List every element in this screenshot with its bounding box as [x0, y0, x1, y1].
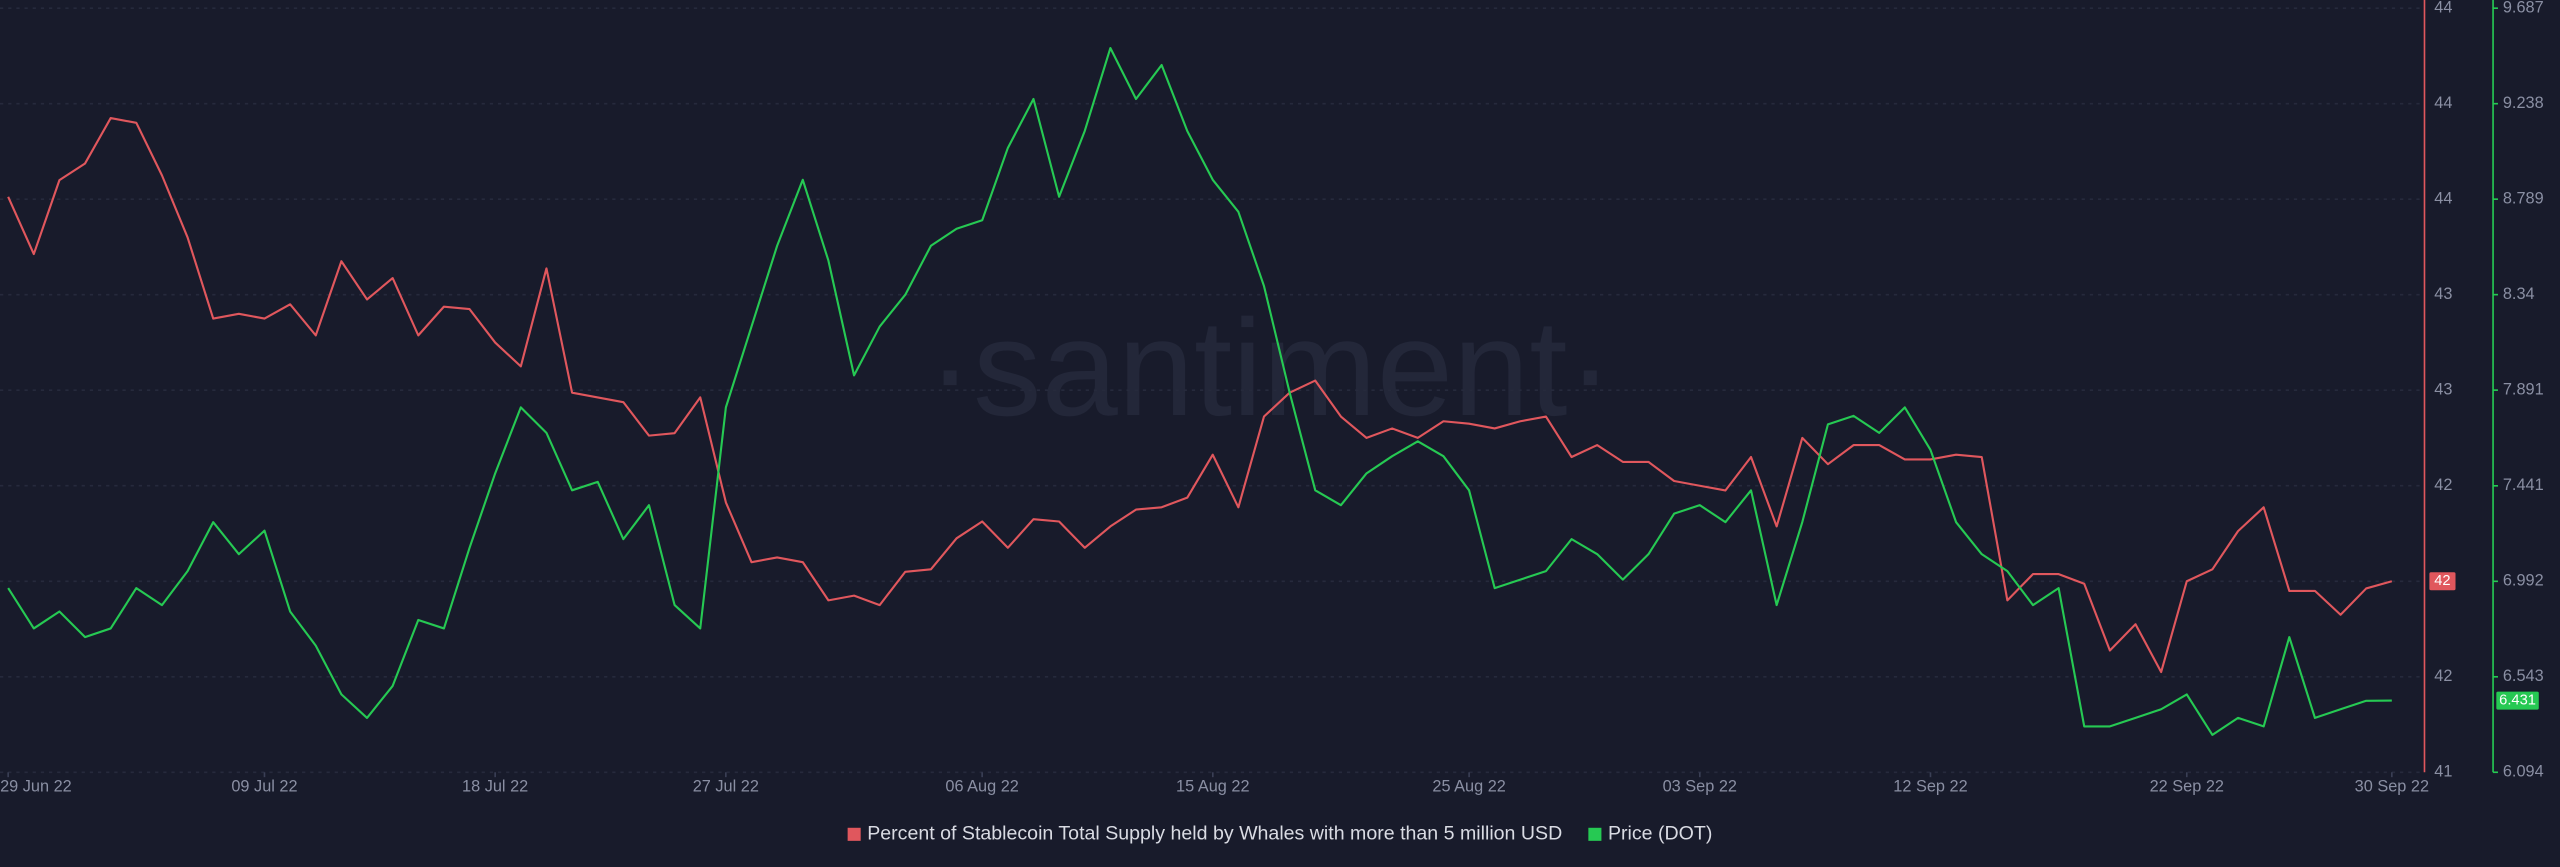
y2-tick-label: 6.543 — [2503, 667, 2544, 685]
y-tick-label: 43 — [2434, 285, 2452, 303]
y2-tick-label: 9.687 — [2503, 0, 2544, 17]
y-tick-label: 42 — [2434, 476, 2452, 494]
x-tick-label: 22 Sep 22 — [2150, 777, 2224, 795]
x-tick-label: 12 Sep 22 — [1893, 777, 1967, 795]
y2-tick-label: 7.891 — [2503, 380, 2544, 398]
legend-label: Percent of Stablecoin Total Supply held … — [867, 822, 1562, 844]
current-value-label: 42 — [2434, 573, 2450, 589]
x-tick-label: 03 Sep 22 — [1663, 777, 1737, 795]
y2-tick-label: 7.441 — [2503, 476, 2544, 494]
x-tick-label: 25 Aug 22 — [1432, 777, 1505, 795]
y2-tick-label: 9.238 — [2503, 94, 2544, 112]
y-tick-label: 44 — [2434, 94, 2452, 112]
series-line — [7, 46, 2392, 736]
watermark: ·santiment· — [927, 292, 1613, 445]
x-tick-label: 30 Sep 22 — [2355, 777, 2429, 795]
x-tick-label: 09 Jul 22 — [231, 777, 297, 795]
series-line — [7, 117, 2393, 674]
legend-label: Price (DOT) — [1608, 822, 1712, 844]
y-tick-label: 42 — [2434, 667, 2452, 685]
legend: Percent of Stablecoin Total Supply held … — [847, 822, 1712, 844]
y-tick-label: 44 — [2434, 190, 2452, 208]
x-tick-label: 06 Aug 22 — [945, 777, 1018, 795]
y-tick-label: 41 — [2434, 763, 2452, 781]
y2-tick-label: 8.789 — [2503, 189, 2544, 207]
y-tick-label: 43 — [2434, 381, 2452, 399]
y2-tick-label: 6.992 — [2503, 572, 2544, 590]
current-value-badge — [2429, 572, 2456, 591]
current-value-badge — [2496, 691, 2539, 710]
y2-tick-label: 6.094 — [2503, 763, 2544, 781]
x-tick-label: 15 Aug 22 — [1176, 777, 1249, 795]
legend-swatch — [1588, 827, 1602, 841]
x-tick-label: 29 Jun 22 — [0, 777, 72, 795]
x-tick-label: 27 Jul 22 — [693, 777, 759, 795]
legend-swatch — [847, 827, 861, 841]
y-tick-label: 44 — [2434, 0, 2452, 17]
y2-tick-label: 8.34 — [2503, 285, 2535, 303]
x-tick-label: 18 Jul 22 — [462, 777, 528, 795]
current-value-label: 6.431 — [2499, 692, 2536, 708]
